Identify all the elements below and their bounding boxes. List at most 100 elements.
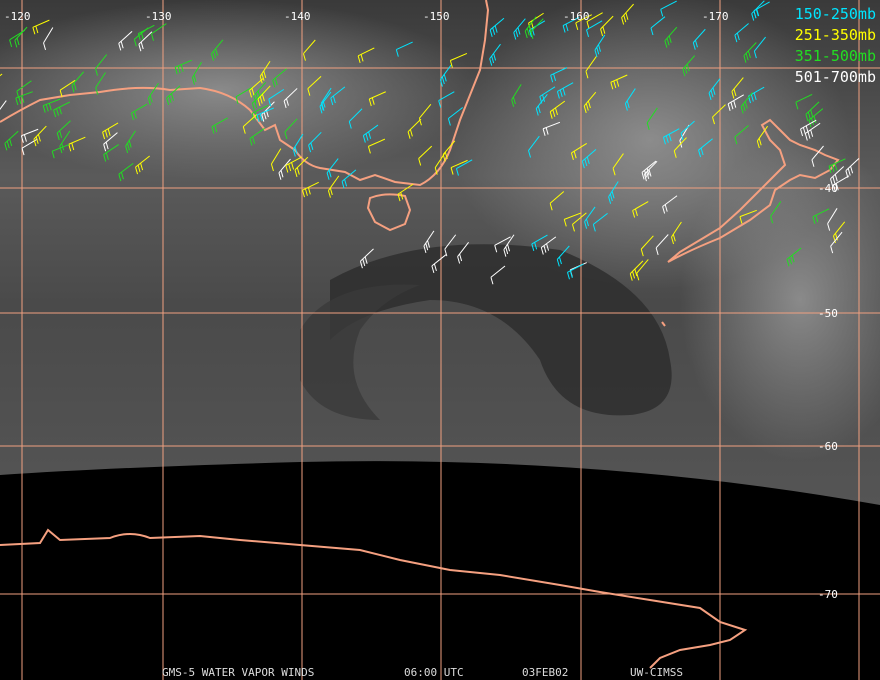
barb-flag xyxy=(733,100,737,108)
barb-flag xyxy=(609,193,613,202)
wind-barb xyxy=(307,76,322,96)
barb-flag xyxy=(736,32,740,41)
wind-barb xyxy=(566,263,584,280)
barb-staff xyxy=(418,145,433,159)
barb-flag xyxy=(53,109,57,118)
barb-flag xyxy=(636,273,640,281)
barb-flag xyxy=(211,126,215,134)
wind-barb xyxy=(740,92,753,114)
barb-flag xyxy=(832,184,836,193)
barb-flag xyxy=(513,32,517,40)
barb-flag xyxy=(42,105,46,113)
barb-flag xyxy=(556,91,560,99)
barb-flag xyxy=(751,13,755,21)
barb-flag xyxy=(105,141,109,150)
wind-barb xyxy=(570,142,587,161)
barb-staff xyxy=(585,56,597,72)
barb-staff xyxy=(490,265,506,278)
wind-barbs xyxy=(0,0,860,285)
barb-flag xyxy=(673,150,677,158)
barb-flag xyxy=(20,135,24,143)
barb-flag xyxy=(357,55,361,63)
barb-flag xyxy=(418,118,422,126)
wind-barb xyxy=(278,158,291,180)
grid-labels: -120 -130 -140 -150 -160 -170 -40 -50 -60 -70 xyxy=(4,10,838,601)
barb-flag xyxy=(646,122,650,130)
barb-flag xyxy=(21,95,25,103)
wind-barb xyxy=(756,125,769,149)
barb-flag xyxy=(329,187,333,196)
barb-flag xyxy=(359,261,363,269)
barb-flag xyxy=(800,128,804,137)
barb-flag xyxy=(666,38,670,46)
barb-flag xyxy=(457,256,461,264)
barb-flag xyxy=(270,163,274,172)
wind-barb xyxy=(845,157,860,178)
barb-flag xyxy=(291,162,295,170)
wind-barb xyxy=(211,39,224,61)
latitude-label: -70 xyxy=(818,588,838,601)
barb-flag xyxy=(118,173,122,182)
barb-flag xyxy=(585,103,589,111)
coastline-new-zealand xyxy=(667,118,840,263)
wind-barb xyxy=(646,107,658,130)
barb-flag xyxy=(598,44,601,52)
barb-flag xyxy=(753,50,757,59)
barb-flag xyxy=(259,96,263,104)
barb-flag xyxy=(529,29,532,38)
wind-barb xyxy=(621,3,634,25)
barb-flag xyxy=(795,102,799,110)
barb-flag xyxy=(252,136,256,144)
wind-barb xyxy=(395,41,413,57)
wind-barb xyxy=(308,131,322,153)
barb-flag xyxy=(126,143,130,151)
barb-flag xyxy=(686,64,690,72)
barb-flag xyxy=(427,240,431,248)
barb-flag xyxy=(625,12,629,20)
wind-barb xyxy=(249,127,266,146)
barb-flag xyxy=(278,172,282,180)
longitude-label: -150 xyxy=(423,10,450,23)
wind-barb xyxy=(739,209,757,224)
barb-flag xyxy=(251,88,255,96)
barb-flag xyxy=(58,106,62,115)
dry-slot xyxy=(330,244,672,416)
barb-staff xyxy=(9,29,26,41)
barb-flag xyxy=(671,236,674,245)
wind-barb xyxy=(832,221,846,243)
wind-barb xyxy=(664,26,678,48)
barb-staff xyxy=(612,153,624,169)
barb-flag xyxy=(563,219,567,227)
barb-flag xyxy=(494,245,498,253)
wind-barb xyxy=(727,94,744,111)
barb-flag xyxy=(624,103,628,111)
barb-flag xyxy=(15,97,19,106)
barb-flag xyxy=(193,74,197,82)
barb-staff xyxy=(650,16,666,29)
barb-flag xyxy=(489,29,493,37)
barb-staff xyxy=(450,52,468,61)
coastline-tasmania xyxy=(366,193,412,232)
wind-barb xyxy=(581,149,597,169)
barb-flag xyxy=(9,138,13,147)
barb-staff xyxy=(450,159,468,169)
wind-barb xyxy=(830,166,845,186)
longitude-label: -120 xyxy=(4,10,31,23)
barb-flag xyxy=(71,85,75,93)
barb-flag xyxy=(694,40,698,48)
barb-flag xyxy=(640,248,644,257)
barb-flag xyxy=(629,273,633,281)
barb-staff xyxy=(712,104,726,118)
wind-barb xyxy=(655,234,669,255)
barb-flag xyxy=(712,87,716,95)
barb-flag xyxy=(368,98,372,107)
barb-flag xyxy=(507,244,511,252)
barb-flag xyxy=(438,100,442,108)
wind-barb xyxy=(42,98,61,113)
barb-staff xyxy=(795,94,813,103)
barb-flag xyxy=(634,268,638,277)
wind-barb xyxy=(562,16,580,33)
wind-barb xyxy=(283,88,298,108)
wind-barb xyxy=(539,86,556,104)
